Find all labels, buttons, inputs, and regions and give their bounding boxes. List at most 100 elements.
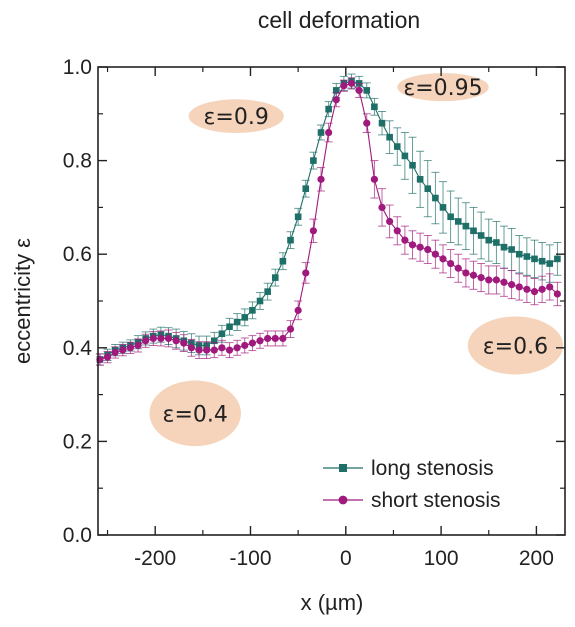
data-point [218,344,226,352]
data-point [439,204,447,211]
data-point [492,276,500,284]
data-point [508,246,515,253]
data-point [279,257,287,265]
x-tick-label: 200 [519,547,554,570]
data-point [302,185,310,192]
data-point [538,285,546,293]
data-point [553,290,561,298]
data-point [279,334,287,343]
data-point [409,161,416,169]
data-point [416,243,424,251]
annotation-bubble [149,380,241,447]
data-point [157,334,165,343]
data-point [203,346,211,354]
data-point [310,157,317,164]
data-point [233,318,241,326]
data-point [493,239,500,246]
data-point [325,105,332,113]
y-tick-label: 1.0 [63,56,92,79]
data-point [371,103,378,111]
data-point [531,255,538,263]
data-point [424,185,432,192]
data-point [378,203,386,211]
data-point [470,227,477,235]
data-point [241,314,249,321]
data-point [355,86,363,94]
data-point [325,128,333,137]
annotation-bubble [467,316,564,375]
data-point [401,152,409,160]
annotation-label: ε=0.6 [483,334,548,359]
data-point [515,283,523,291]
data-point [477,274,485,282]
data-point [439,255,447,263]
annotation-label: ε=0.9 [204,105,269,130]
data-point [164,334,173,343]
data-point [233,344,241,352]
data-point [432,194,439,202]
data-point [126,344,135,352]
data-point [249,307,256,314]
data-point [462,269,470,277]
data-point [515,250,523,258]
x-tick-label: -200 [134,547,176,570]
data-point [187,344,195,352]
annotation-bubble [397,73,489,102]
data-point [340,82,348,90]
annotation-layer: ε=0.9 ε=0.95 ε=0.6 ε=0.4 [149,73,564,447]
data-point [408,241,417,249]
data-point [271,274,279,281]
data-point [546,283,554,291]
data-point [210,337,218,345]
data-point [332,87,340,94]
data-point [256,297,264,305]
annotation-bubble [188,99,284,133]
data-point [332,96,340,104]
y-tick-label: 0.6 [63,243,92,266]
data-point [317,129,325,136]
data-point [142,337,150,345]
data-point [134,341,142,350]
data-point [454,264,462,272]
data-point [103,353,112,361]
data-point [477,232,485,239]
data-point [393,227,401,235]
data-point [508,281,516,289]
legend: long stenosis short stenosis [323,457,501,512]
data-point [469,271,478,279]
data-point [363,119,371,127]
data-point [256,337,264,345]
series-short-stenosis [95,77,562,366]
data-point [416,176,424,183]
data-point [447,259,455,268]
data-point [386,217,394,226]
data-point [523,253,531,260]
data-point [210,346,218,354]
data-point [286,325,295,333]
data-point [271,334,279,343]
data-point [309,227,317,235]
annotation-label: ε=0.4 [163,402,228,427]
x-tick-label: 0 [340,547,352,570]
data-point [248,339,256,347]
data-point [241,341,249,350]
data-point [401,236,409,244]
series-long-stenosis [95,73,562,366]
y-tick-label: 0.8 [63,150,92,173]
data-point [111,348,119,357]
data-point [264,334,272,343]
data-point [264,288,271,295]
data-point [149,334,157,343]
plot-area [95,73,562,366]
data-point [225,346,234,354]
data-point [363,87,371,94]
data-point [347,79,356,87]
data-point [226,323,233,331]
data-point [500,243,508,251]
data-point [546,260,554,267]
chart-title: cell deformation [258,7,420,33]
data-point [195,346,203,354]
data-point [180,339,188,347]
data-point [302,269,310,277]
